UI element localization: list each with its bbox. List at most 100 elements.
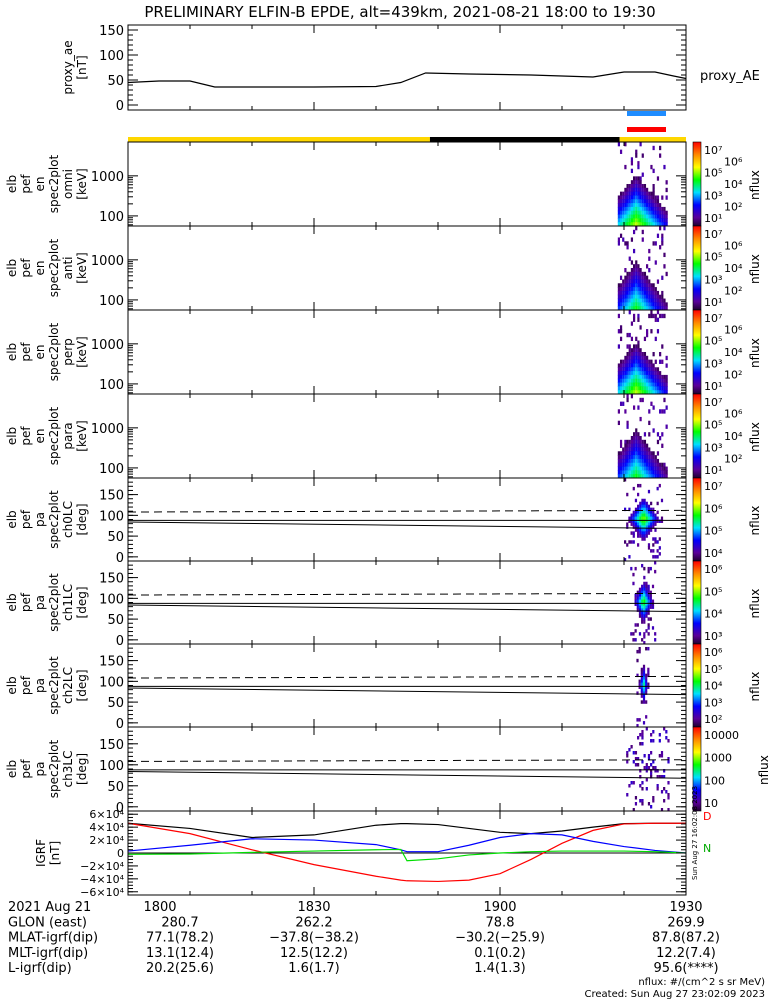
heatmap-cell (626, 420, 629, 426)
heatmap-cell (646, 451, 649, 456)
heatmap-cell (663, 222, 666, 227)
heatmap-cell (648, 268, 651, 273)
heatmap-cell (630, 222, 634, 227)
heatmap-cell (630, 218, 634, 223)
y-axis-label: spec2plot (47, 573, 61, 632)
heatmap-cell (632, 302, 636, 307)
heatmap-cell (624, 187, 627, 193)
heatmap-cell (630, 287, 634, 292)
y-axis-label: spec2plot (47, 154, 61, 213)
heatmap-cell (647, 587, 650, 592)
y-axis-label: ch1LC (61, 584, 75, 621)
y-axis-label: elb (5, 593, 19, 611)
heatmap-cell (637, 534, 640, 538)
heatmap-cell (628, 256, 631, 261)
heatmap-cell (654, 367, 657, 372)
heatmap-cell (643, 754, 646, 758)
heatmap-cell (630, 394, 634, 399)
heatmap-cell (650, 191, 653, 196)
heatmap-cell (635, 298, 638, 303)
heatmap-cell (650, 525, 653, 529)
heatmap-cell (639, 458, 642, 464)
heatmap-cell (640, 673, 643, 678)
heatmap-cell (641, 191, 644, 196)
ephemeris-value: 1.4(1.3) (474, 961, 526, 976)
heatmap-cell (636, 593, 639, 598)
heatmap-cell (646, 187, 649, 193)
heatmap-cell (656, 451, 660, 456)
heatmap-cell (650, 386, 653, 391)
heatmap-cell (641, 451, 644, 456)
colorbar-tick-label: 10¹ (704, 296, 722, 309)
colorbar-label: nflux (757, 755, 771, 785)
y-axis-label: spec2plot (47, 406, 61, 465)
heatmap-cell (628, 462, 631, 468)
heatmap-cell (634, 498, 638, 503)
heatmap-cell (637, 531, 640, 535)
heatmap-cell (656, 199, 660, 204)
heatmap-cell (645, 715, 648, 719)
heatmap-cell (643, 279, 647, 284)
heatmap-cell (663, 397, 666, 403)
heatmap-cell (641, 736, 644, 740)
heatmap-cell (652, 474, 655, 479)
heatmap-cell (638, 596, 642, 601)
heatmap-cell (639, 462, 642, 468)
heatmap-cell (641, 802, 644, 806)
heatmap-cell (632, 191, 636, 196)
heatmap-cell (652, 766, 655, 770)
heatmap-cell (637, 443, 640, 448)
heatmap-cell (648, 294, 651, 300)
heatmap-cell (637, 298, 640, 303)
y-axis-label: [deg] (75, 670, 89, 702)
heatmap-cell (639, 214, 642, 219)
heatmap-cell (617, 466, 620, 471)
y-axis-label: [deg] (75, 587, 89, 619)
heatmap-cell (643, 620, 646, 624)
heatmap-cell (654, 214, 657, 219)
heatmap-cells (617, 226, 668, 311)
heatmap-cell (630, 566, 633, 571)
heatmap-cell (647, 489, 651, 494)
heatmap-cell (656, 540, 659, 544)
heatmap-cell (656, 367, 660, 372)
heatmap-cell (645, 673, 648, 678)
heatmap-cell (656, 458, 660, 464)
heatmap-cell (654, 210, 657, 216)
heatmap-cell (624, 142, 627, 147)
heatmap-cell (639, 528, 642, 532)
heatmap-cell (635, 275, 638, 280)
heatmap-cell (643, 283, 647, 288)
heatmap-cell (628, 287, 631, 292)
heatmap-cell (645, 584, 648, 589)
heatmap-cell (650, 516, 653, 520)
heatmap-cell (656, 210, 660, 216)
heatmap-cell (626, 184, 629, 189)
heatmap-cell (637, 302, 640, 307)
sunlit-bar (619, 137, 686, 142)
heatmap-cell (650, 513, 653, 518)
heatmap-cell (626, 210, 629, 216)
heatmap-cell (652, 378, 655, 384)
heatmap-cell (650, 195, 653, 200)
heatmap-cell (663, 298, 666, 303)
heatmap-cell (649, 599, 652, 603)
heatmap-cell (643, 498, 646, 503)
heatmap-cell (661, 474, 664, 479)
heatmap-cell (619, 290, 623, 296)
heatmap-cell (630, 184, 634, 189)
heatmap-cell (634, 802, 638, 806)
heatmap-cell (665, 302, 668, 307)
heatmap-cell (637, 359, 640, 364)
heatmap-cell (643, 510, 646, 515)
heatmap-cell (622, 371, 625, 376)
heatmap-cell (632, 443, 636, 448)
heatmap-cell (641, 214, 644, 219)
heatmap-cell (637, 763, 640, 767)
y-axis-label: proxy_ae (61, 40, 75, 94)
heatmap-cell (630, 462, 634, 468)
heatmap-cell (619, 329, 623, 334)
ephemeris-value: −37.8(−38.2) (269, 931, 359, 946)
